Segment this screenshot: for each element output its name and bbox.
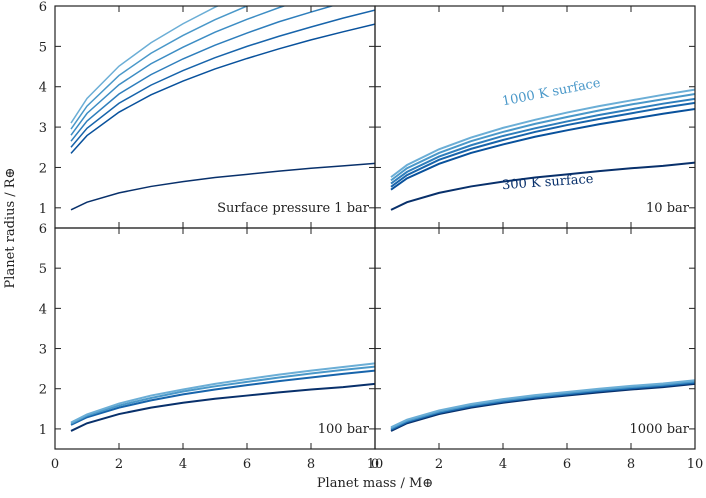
y-tick-label: 6 (39, 222, 47, 237)
plot-area (390, 88, 695, 211)
panel: 0 2 4 6 8 10 1000 bar (371, 227, 704, 472)
plot-area (390, 379, 695, 432)
curve (390, 380, 695, 430)
y-tick-label: 4 (39, 302, 47, 317)
y-tick-label: 5 (39, 262, 47, 277)
panel-frame (374, 227, 696, 450)
panel-label: 1000 bar (629, 422, 689, 437)
panel-label: Surface pressure 1 bar (217, 201, 370, 216)
curve (70, 6, 287, 136)
panel-frame (54, 5, 376, 229)
y-tick-label: 4 (39, 81, 47, 96)
x-tick-label: 8 (307, 457, 315, 472)
annotation: 1000 K surface (501, 76, 602, 110)
x-tick-label: 2 (435, 457, 443, 472)
curve (390, 382, 695, 432)
curve (70, 369, 375, 426)
y-tick-label: 5 (39, 40, 47, 55)
curve (70, 9, 375, 148)
curve (390, 381, 695, 431)
panel-label: 10 bar (646, 201, 690, 216)
curve (70, 6, 220, 124)
curve (390, 101, 695, 188)
curve (390, 379, 695, 429)
curve (70, 365, 375, 425)
y-tick-label: 2 (39, 383, 47, 398)
plot-area (70, 362, 375, 432)
x-axis-label: Planet mass / M⊕ (317, 476, 433, 491)
curve (70, 6, 335, 142)
panel: 10 bar 1000 K surface 300 K surface (374, 5, 696, 229)
x-tick-label: 6 (243, 457, 251, 472)
y-axis-label: Planet radius / R⊕ (3, 168, 18, 289)
y-tick-label: 1 (39, 423, 47, 438)
panel: 1 2 3 4 5 6 Surface pressure 1 bar (39, 0, 376, 229)
annotation: 300 K surface (502, 172, 595, 193)
y-tick-label: 1 (39, 202, 47, 217)
x-tick-label: 4 (179, 457, 187, 472)
y-tick-label: 3 (39, 121, 47, 136)
curve (390, 88, 695, 178)
curve (390, 161, 695, 211)
panel-label: 100 bar (318, 422, 370, 437)
curve (390, 93, 695, 182)
curve (70, 382, 375, 432)
y-tick-label: 2 (39, 161, 47, 176)
curve (70, 23, 375, 154)
x-tick-label: 8 (627, 457, 635, 472)
curve (390, 107, 695, 191)
plot-area (70, 6, 375, 211)
curve (70, 362, 375, 424)
x-tick-label: 10 (687, 457, 704, 472)
curve (70, 6, 250, 130)
curve (70, 162, 375, 211)
x-tick-label: 10 (367, 457, 384, 472)
x-tick-label: 4 (499, 457, 507, 472)
curve (390, 97, 695, 185)
x-tick-label: 0 (371, 457, 379, 472)
x-tick-label: 2 (115, 457, 123, 472)
y-tick-label: 3 (39, 343, 47, 358)
y-tick-label: 6 (39, 0, 47, 15)
x-tick-label: 0 (51, 457, 59, 472)
x-tick-label: 6 (563, 457, 571, 472)
panel-frame (54, 227, 376, 450)
panel: 1 2 3 4 5 6 0 2 4 6 8 10 100 bar (39, 222, 384, 472)
